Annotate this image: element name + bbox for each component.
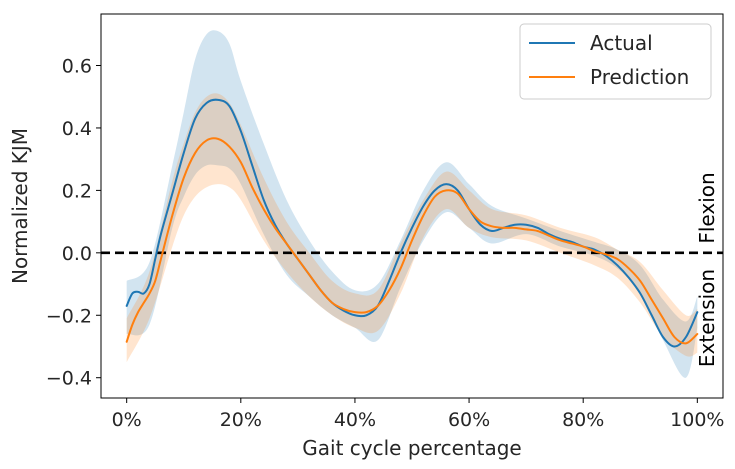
y-axis-label: Normalized KJM [8,128,32,284]
x-tick-label: 60% [448,409,490,431]
legend-label-prediction: Prediction [590,65,689,89]
extension-annotation: Extension [695,269,719,367]
plot-frame [100,13,724,399]
legend-label-actual: Actual [590,31,653,55]
y-tick-label: 0.2 [62,180,92,202]
y-tick-label: −0.4 [46,368,92,390]
flexion-annotation: Flexion [695,172,719,243]
y-tick-label: −0.2 [46,305,92,327]
y-tick-label: 0.0 [62,243,92,265]
legend: Actual Prediction [519,23,712,100]
x-tick-label: 0% [112,409,142,431]
x-tick-label: 20% [220,409,262,431]
series-line-actual [125,98,699,348]
y-axis-ticks: −0.4 −0.2 0.0 0.2 0.4 0.6 [46,56,101,390]
y-tick-label: 0.6 [62,56,92,78]
x-tick-label: 80% [562,409,604,431]
x-tick-label: 100% [670,409,724,431]
x-axis-label: Gait cycle percentage [302,436,521,460]
series-line-prediction [125,137,699,345]
x-axis-ticks: 0% 20% 40% 60% 80% 100% [112,398,724,431]
x-tick-label: 40% [334,409,376,431]
y-tick-label: 0.4 [62,118,92,140]
series-lines [125,98,699,348]
